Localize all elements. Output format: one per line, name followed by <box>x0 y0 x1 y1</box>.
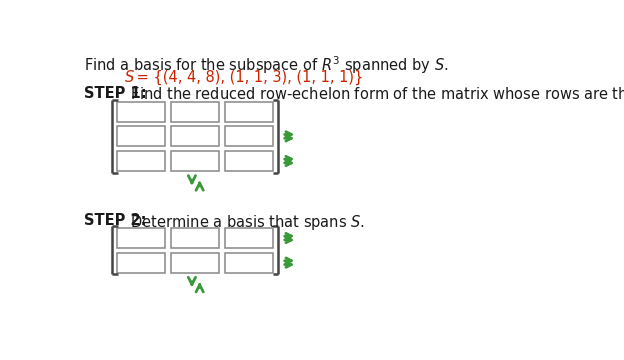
Bar <box>117 151 165 171</box>
Bar <box>117 228 165 248</box>
Bar <box>171 151 219 171</box>
Bar <box>117 102 165 122</box>
Bar <box>171 253 219 273</box>
Text: Determine a basis that spans $S$.: Determine a basis that spans $S$. <box>126 213 365 231</box>
Bar <box>225 253 273 273</box>
Text: STEP 2:: STEP 2: <box>84 213 147 228</box>
Bar <box>117 126 165 147</box>
Text: $S$: $S$ <box>125 69 135 85</box>
Text: = {(4, 4, 8), (1, 1, 3), (1, 1, 1)}: = {(4, 4, 8), (1, 1, 3), (1, 1, 1)} <box>132 69 364 85</box>
Bar <box>171 126 219 147</box>
Bar <box>225 228 273 248</box>
Text: Find a basis for the subspace of $R^3$ spanned by $S$.: Find a basis for the subspace of $R^3$ s… <box>84 54 449 76</box>
Bar <box>117 253 165 273</box>
Bar <box>171 102 219 122</box>
Text: STEP 1:: STEP 1: <box>84 86 147 101</box>
Bar <box>225 102 273 122</box>
Bar <box>225 151 273 171</box>
Bar <box>225 126 273 147</box>
Bar <box>171 228 219 248</box>
Text: Find the reduced row-echelon form of the matrix whose rows are the vectors in $S: Find the reduced row-echelon form of the… <box>126 86 624 102</box>
